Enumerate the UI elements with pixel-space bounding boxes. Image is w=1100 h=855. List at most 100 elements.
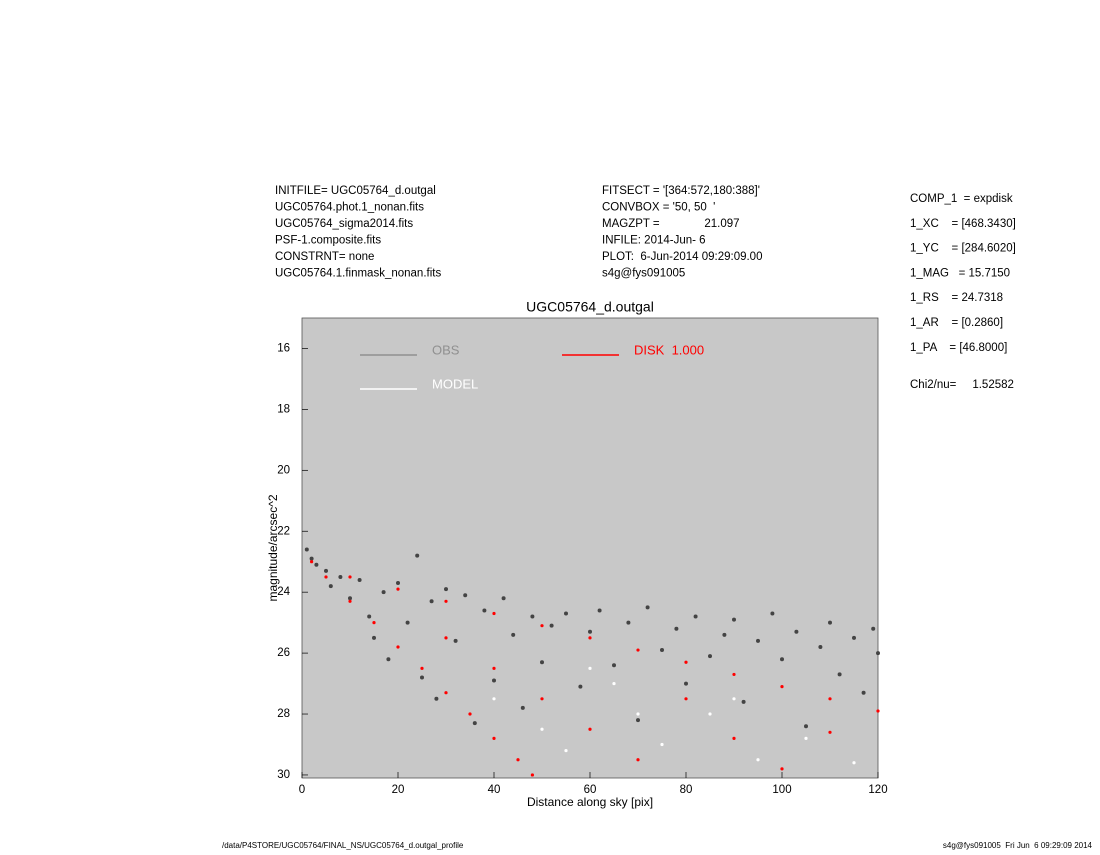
point	[636, 758, 640, 762]
point	[684, 681, 688, 686]
x-tick-label: 120	[868, 784, 887, 796]
point	[348, 596, 352, 601]
x-axis-label: Distance along sky [pix]	[527, 795, 653, 809]
fit-statistic: Chi2/nu= 1.52582	[910, 379, 1014, 391]
point	[578, 684, 583, 689]
point	[588, 629, 592, 634]
header-line: CONSTRNT= none	[275, 251, 374, 263]
parameter: 1_PA = [46.8000]	[910, 342, 1007, 354]
legend-label: MODEL	[432, 376, 478, 391]
y-tick-label: 26	[277, 647, 290, 659]
footer-left: /data/P4STORE/UGC05764/FINAL_NS/UGC05764…	[222, 841, 464, 850]
point	[492, 611, 496, 616]
point	[828, 620, 832, 625]
header-line: FITSECT = '[364:572,180:388]'	[602, 185, 760, 197]
point	[492, 736, 496, 740]
x-tick-label: 0	[299, 784, 305, 796]
point	[588, 727, 592, 731]
point	[309, 556, 314, 561]
point	[516, 758, 520, 762]
point	[794, 629, 799, 634]
point	[396, 645, 400, 649]
header-line: INITFILE= UGC05764_d.outgal	[275, 185, 436, 197]
point	[540, 697, 544, 701]
point	[636, 712, 640, 716]
point	[780, 657, 784, 662]
point	[492, 678, 496, 683]
point	[876, 709, 880, 713]
point	[804, 736, 808, 740]
point	[852, 761, 856, 765]
point	[429, 599, 434, 604]
point	[328, 584, 333, 589]
point	[876, 651, 880, 656]
parameter: 1_YC = [284.6020]	[910, 243, 1016, 255]
point	[540, 727, 544, 731]
point	[468, 712, 472, 716]
point	[338, 574, 343, 579]
point	[372, 635, 376, 640]
point	[482, 608, 487, 613]
point	[837, 672, 842, 677]
chart-title: UGC05764_d.outgal	[526, 299, 654, 315]
parameter: 1_XC = [468.3430]	[910, 218, 1016, 230]
point	[372, 621, 376, 625]
point	[310, 560, 314, 564]
header-line: CONVBOX = '50, 50 '	[602, 202, 715, 214]
point	[588, 666, 592, 670]
point	[741, 699, 746, 704]
plot-area	[301, 317, 879, 779]
y-tick-label: 28	[277, 708, 290, 720]
point	[492, 666, 496, 670]
point	[612, 681, 616, 686]
legend-label: OBS	[432, 342, 460, 357]
point	[420, 675, 424, 680]
header-line: UGC05764.phot.1_nonan.fits	[275, 202, 424, 214]
point	[674, 626, 679, 631]
x-tick-label: 40	[488, 784, 501, 796]
point	[549, 623, 554, 628]
point	[444, 691, 448, 695]
point	[501, 596, 506, 601]
point	[357, 577, 362, 582]
point	[780, 685, 784, 689]
point	[852, 635, 856, 640]
point	[693, 614, 698, 619]
parameter: 1_MAG = 15.7150	[910, 267, 1010, 279]
parameter: 1_AR = [0.2860]	[910, 317, 1003, 329]
point	[588, 636, 592, 640]
point	[415, 553, 420, 558]
header-line: MAGZPT = 21.097	[602, 218, 740, 230]
point	[348, 575, 352, 579]
point	[684, 660, 688, 664]
y-tick-label: 22	[277, 525, 290, 537]
y-tick-label: 30	[277, 769, 290, 781]
point	[420, 666, 424, 670]
header-line: s4g@fys091005	[602, 268, 685, 280]
point	[520, 705, 525, 710]
parameter: 1_RS = 24.7318	[910, 292, 1003, 304]
point	[684, 697, 688, 701]
point	[732, 736, 736, 740]
x-tick-label: 20	[392, 784, 405, 796]
point	[540, 660, 544, 665]
point	[828, 697, 832, 701]
point	[348, 599, 352, 603]
point	[530, 773, 535, 777]
point	[405, 620, 410, 625]
point	[444, 636, 448, 640]
point	[612, 663, 616, 668]
point	[660, 742, 664, 747]
y-tick-label: 20	[277, 464, 290, 476]
point	[756, 638, 760, 643]
point	[463, 593, 468, 598]
point	[511, 632, 516, 637]
header-line: INFILE: 2014-Jun- 6	[602, 235, 706, 247]
y-axis-label: magnitude/arcsec^2	[266, 494, 280, 601]
point	[492, 697, 496, 701]
point	[636, 718, 640, 723]
point	[732, 697, 736, 701]
point	[871, 626, 876, 631]
point	[645, 605, 650, 610]
